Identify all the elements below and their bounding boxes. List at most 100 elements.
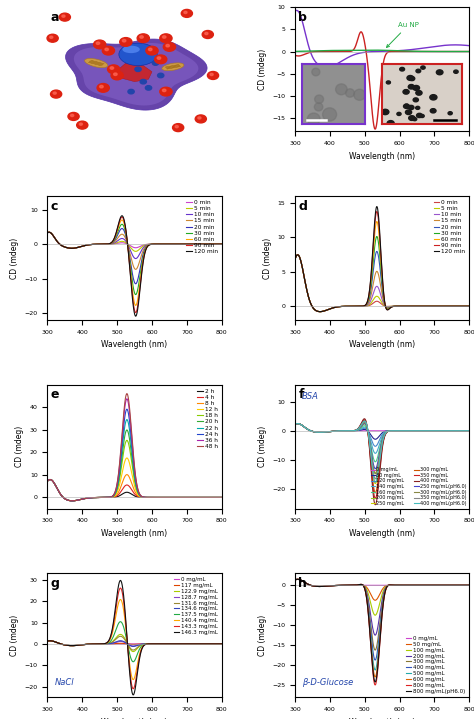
60 min	[409, 302, 415, 311]
250 mg/mL	[395, 426, 401, 435]
20 min	[337, 302, 343, 311]
48 h	[124, 389, 130, 398]
Text: d: d	[299, 200, 307, 213]
300 mg/mL	[371, 644, 377, 653]
2 h	[47, 475, 53, 484]
Circle shape	[110, 67, 114, 69]
50 mg/mL	[295, 575, 301, 584]
20 min	[409, 302, 415, 311]
Line: 800 mg/mL(pH6.0): 800 mg/mL(pH6.0)	[295, 580, 469, 682]
120 min	[317, 307, 323, 316]
122.9 mg/mL	[130, 647, 136, 656]
Circle shape	[47, 35, 58, 42]
400 mg/mL	[409, 426, 415, 435]
140 mg/mL	[323, 428, 329, 436]
0 min	[124, 239, 130, 248]
500 mg/mL	[371, 664, 377, 672]
Circle shape	[105, 48, 109, 50]
128.7 mg/mL	[90, 640, 95, 649]
50 mg/mL	[292, 576, 298, 585]
120 min	[45, 229, 50, 237]
128.7 mg/mL	[219, 640, 225, 649]
X-axis label: Wavelength (nm): Wavelength (nm)	[349, 529, 415, 538]
800 mg/mL	[395, 581, 401, 590]
Line: 200 mg/mL: 200 mg/mL	[295, 423, 469, 473]
300 mg/mL	[466, 426, 472, 435]
Line: 22 h: 22 h	[47, 420, 222, 501]
140.4 mg/mL	[90, 640, 95, 649]
10 min	[90, 240, 95, 249]
5 min	[295, 250, 301, 259]
10 min	[76, 243, 82, 252]
80 mg/mL	[371, 434, 377, 443]
120 mg/mL	[424, 426, 429, 435]
Line: 30 min: 30 min	[47, 224, 222, 295]
24 h	[176, 493, 182, 502]
80 mg/mL	[323, 428, 329, 436]
Polygon shape	[117, 63, 152, 82]
2 h	[69, 497, 75, 505]
134.6 mg/mL	[90, 640, 95, 649]
20 min	[466, 302, 472, 311]
120 min	[371, 225, 377, 234]
120 mg/mL	[323, 428, 329, 436]
15 min	[162, 240, 167, 249]
800 mg/mL	[424, 581, 429, 590]
4 h	[90, 493, 96, 502]
160 mg/mL	[409, 426, 415, 435]
300 mg/mL(pH6.0)	[409, 426, 415, 435]
122.9 mg/mL	[45, 637, 50, 646]
Circle shape	[111, 71, 123, 80]
117 mg/mL	[176, 640, 182, 649]
60 min	[162, 240, 167, 249]
128.7 mg/mL	[148, 640, 154, 649]
200 mg/mL	[395, 426, 401, 435]
120 min	[124, 231, 129, 239]
24 h	[76, 495, 82, 504]
60 min	[45, 229, 50, 237]
Circle shape	[205, 32, 208, 35]
Circle shape	[155, 55, 167, 64]
400 mg/mL(pH6.0)	[409, 426, 415, 435]
4 h	[176, 493, 182, 502]
100 mg/mL	[295, 575, 301, 584]
20 h	[124, 426, 129, 434]
20 min	[371, 260, 377, 268]
143.3 mg/mL	[148, 640, 154, 649]
Y-axis label: CD (mdeg): CD (mdeg)	[257, 426, 266, 467]
15 min	[395, 302, 401, 311]
300 mg/mL(pH6.0)	[371, 467, 377, 476]
10 min	[424, 302, 429, 311]
350 mg/mL	[466, 426, 472, 435]
120 min	[409, 302, 415, 311]
Line: 122.9 mg/mL: 122.9 mg/mL	[47, 634, 222, 651]
Line: 350 mg/mL(pH6.0): 350 mg/mL(pH6.0)	[295, 421, 469, 479]
0 min	[219, 240, 225, 249]
0 min	[317, 307, 323, 316]
Circle shape	[79, 123, 82, 125]
24 h	[148, 493, 154, 502]
0 min	[337, 302, 343, 311]
Line: 120 min: 120 min	[47, 216, 222, 316]
5 min	[90, 240, 95, 249]
Line: 350 mg/mL: 350 mg/mL	[295, 420, 469, 498]
Polygon shape	[74, 43, 199, 106]
4 h	[47, 475, 53, 484]
5 min	[133, 247, 138, 256]
120 min	[75, 243, 81, 252]
800 mg/mL	[373, 681, 378, 690]
800 mg/mL(pH6.0)	[373, 677, 378, 686]
36 h	[90, 493, 95, 502]
22 h	[124, 416, 130, 424]
15 min	[466, 302, 472, 311]
Line: 18 h: 18 h	[47, 440, 222, 501]
134.6 mg/mL	[75, 641, 81, 649]
350 mg/mL	[337, 426, 343, 435]
90 min	[219, 240, 225, 249]
5 min	[324, 306, 329, 314]
400 mg/mL	[337, 426, 343, 435]
Line: 20 h: 20 h	[47, 430, 222, 501]
Line: 80 mg/mL: 80 mg/mL	[295, 423, 469, 439]
4 h	[45, 477, 50, 485]
350 mg/mL(pH6.0)	[409, 426, 415, 435]
